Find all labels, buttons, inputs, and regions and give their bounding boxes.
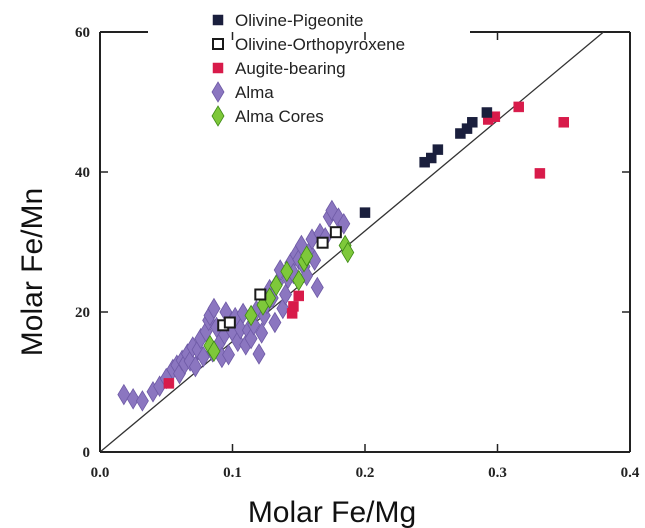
x-tick-label: 0.3	[488, 465, 507, 481]
legend-label-augite-bearing: Augite-bearing	[235, 59, 346, 78]
legend-label-olivine-pigeonite: Olivine-Pigeonite	[235, 11, 364, 30]
legend-marker-augite-bearing	[212, 62, 224, 74]
augite-bearing-point	[163, 378, 175, 389]
legend-label-olivine-orthopyroxene: Olivine-Orthopyroxene	[235, 35, 405, 54]
olivine-pigeonite-point	[467, 117, 478, 128]
series-alma-cores	[203, 234, 355, 362]
alma-point	[310, 276, 324, 299]
data-points	[117, 101, 569, 412]
alma-cores-point	[300, 245, 314, 267]
legend-label-alma-cores: Alma Cores	[235, 107, 324, 126]
trend-line-group	[99, 31, 604, 453]
alma-point	[207, 297, 221, 320]
legend-marker-alma	[211, 81, 225, 103]
x-tick-label: 0.4	[621, 465, 640, 481]
alma-point	[268, 311, 282, 334]
olivine-orthopyroxene-point	[316, 236, 329, 249]
legend: Olivine-Pigeonite Olivine-Orthopyroxene Au…	[211, 11, 405, 127]
augite-bearing-point	[558, 117, 569, 128]
alma-cores-point	[244, 304, 258, 327]
legend-marker-olivine-orthopyroxene	[212, 38, 224, 50]
alma-cores-point	[269, 274, 283, 297]
alma-point	[188, 355, 202, 378]
legend-marker-olivine-pigeonite	[212, 14, 224, 26]
alma-cores-point	[292, 269, 306, 292]
augite-bearing-point	[513, 101, 524, 113]
olivine-orthopyroxene-point	[329, 226, 342, 239]
axis-ticks: 0.0 0.1 0.2 0.3 0.4 0 20 40 60	[75, 25, 640, 481]
y-tick-label: 0	[83, 445, 91, 461]
alma-cores-point	[341, 241, 355, 264]
series-olivine-orthopyroxene	[217, 226, 342, 332]
alma-point	[117, 383, 131, 406]
y-tick-label: 40	[75, 165, 90, 181]
y-tick-label: 60	[75, 25, 90, 41]
alma-point	[126, 388, 140, 410]
trend-line	[99, 31, 604, 453]
alma-point	[252, 343, 266, 365]
alma-point	[135, 390, 149, 412]
alma-point	[233, 318, 247, 340]
x-tick-label: 0.0	[91, 465, 110, 481]
alma-point	[279, 283, 292, 306]
alma-point	[236, 302, 250, 325]
x-axis-title: Molar Fe/Mg	[248, 496, 416, 528]
olivine-pigeonite-point	[461, 123, 473, 134]
augite-bearing-point	[288, 301, 299, 312]
series-augite-bearing	[163, 101, 569, 389]
olivine-orthopyroxene-point	[223, 316, 236, 329]
x-tick-label: 0.1	[223, 465, 242, 481]
legend-marker-alma-cores	[211, 105, 225, 127]
augite-bearing-point	[534, 168, 546, 179]
y-tick-label: 20	[75, 305, 90, 321]
alma-point	[255, 322, 269, 344]
series-olivine-pigeonite	[359, 107, 493, 218]
augite-bearing-point	[293, 290, 304, 302]
olivine-pigeonite-point	[426, 152, 437, 164]
alma-cores-point	[207, 340, 221, 362]
olivine-orthopyroxene-point	[254, 288, 267, 301]
alma-cores-point	[280, 260, 294, 283]
legend-label-alma: Alma	[235, 83, 274, 102]
plot-frame	[99, 31, 631, 453]
olivine-pigeonite-point	[359, 207, 371, 218]
series-alma	[117, 199, 351, 412]
x-tick-label: 0.2	[356, 465, 375, 481]
olivine-pigeonite-point	[432, 144, 444, 155]
olivine-pigeonite-point	[481, 107, 493, 118]
alma-point	[222, 343, 235, 366]
y-axis-title: Molar Fe/Mn	[16, 188, 49, 356]
